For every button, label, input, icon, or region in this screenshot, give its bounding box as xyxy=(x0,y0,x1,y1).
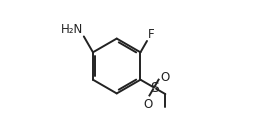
Text: O: O xyxy=(160,71,170,84)
Text: F: F xyxy=(148,28,154,41)
Text: O: O xyxy=(144,98,153,111)
Text: H₂N: H₂N xyxy=(61,23,83,36)
Text: S: S xyxy=(150,81,158,95)
